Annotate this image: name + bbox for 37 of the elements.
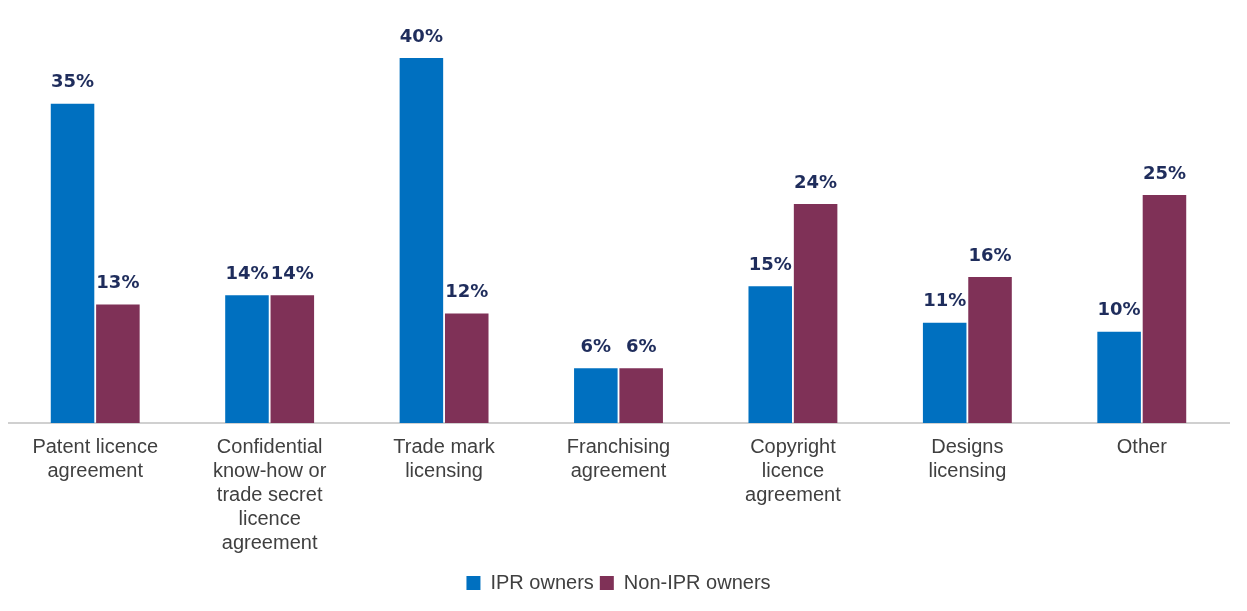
bar bbox=[619, 368, 663, 423]
legend-label: Non-IPR owners bbox=[623, 570, 771, 593]
bar bbox=[1142, 194, 1187, 423]
bar bbox=[1097, 331, 1141, 423]
x-tick-label: Copyright licence agreement bbox=[745, 434, 842, 505]
x-tick-label: Other bbox=[1116, 434, 1168, 457]
bar bbox=[922, 322, 967, 423]
data-label: 15% bbox=[748, 252, 792, 274]
data-label: 40% bbox=[399, 24, 443, 46]
data-label: 11% bbox=[923, 289, 967, 311]
x-tick-label: Confidential know-how or trade secret licence agreement bbox=[212, 434, 327, 553]
data-label: 14% bbox=[270, 261, 314, 283]
bar bbox=[748, 286, 793, 423]
bar bbox=[270, 295, 315, 423]
data-label: 12% bbox=[445, 280, 489, 302]
bar bbox=[444, 313, 489, 423]
data-label: 25% bbox=[1142, 161, 1187, 183]
x-tick-label: Patent licence agreement bbox=[32, 434, 159, 481]
data-label: 6% bbox=[625, 334, 657, 356]
data-label: 13% bbox=[96, 271, 140, 293]
bar bbox=[399, 58, 444, 423]
data-label: 16% bbox=[968, 243, 1012, 265]
bar bbox=[225, 295, 269, 423]
data-label: 6% bbox=[580, 334, 612, 356]
data-label: 14% bbox=[225, 261, 269, 283]
bar bbox=[574, 368, 618, 423]
data-label: 24% bbox=[794, 170, 838, 192]
bar bbox=[968, 277, 1012, 423]
x-tick-label: Designs licensing bbox=[928, 434, 1007, 481]
data-label: 35% bbox=[50, 70, 95, 92]
bar bbox=[96, 304, 140, 423]
bar bbox=[50, 103, 95, 423]
bar bbox=[793, 204, 838, 423]
legend-label: IPR owners bbox=[490, 570, 594, 593]
x-tick-label: Franchising agreement bbox=[566, 434, 671, 481]
x-tick-label: Trade mark licensing bbox=[393, 434, 496, 481]
data-label: 10% bbox=[1097, 298, 1141, 320]
